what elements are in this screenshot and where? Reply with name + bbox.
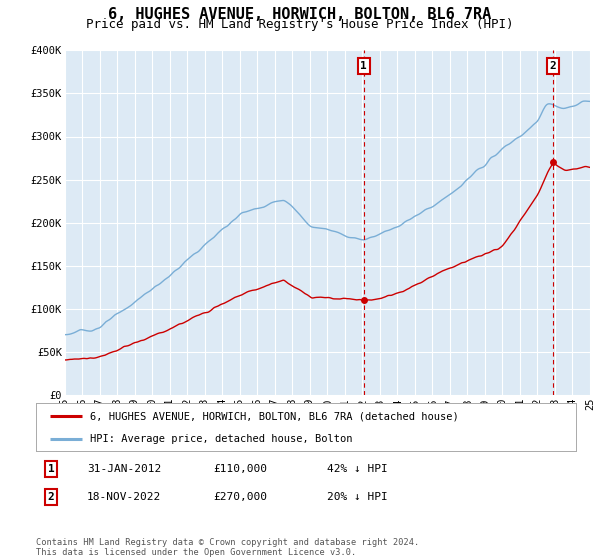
Text: £270,000: £270,000 — [213, 492, 267, 502]
Text: 6, HUGHES AVENUE, HORWICH, BOLTON, BL6 7RA (detached house): 6, HUGHES AVENUE, HORWICH, BOLTON, BL6 7… — [90, 411, 459, 421]
Text: 42% ↓ HPI: 42% ↓ HPI — [327, 464, 388, 474]
Text: 1: 1 — [47, 464, 55, 474]
Text: HPI: Average price, detached house, Bolton: HPI: Average price, detached house, Bolt… — [90, 435, 353, 445]
Text: 18-NOV-2022: 18-NOV-2022 — [87, 492, 161, 502]
Text: Contains HM Land Registry data © Crown copyright and database right 2024.
This d: Contains HM Land Registry data © Crown c… — [36, 538, 419, 557]
Text: Price paid vs. HM Land Registry's House Price Index (HPI): Price paid vs. HM Land Registry's House … — [86, 18, 514, 31]
Text: 1: 1 — [361, 60, 367, 71]
Text: 31-JAN-2012: 31-JAN-2012 — [87, 464, 161, 474]
Text: 2: 2 — [47, 492, 55, 502]
Text: £110,000: £110,000 — [213, 464, 267, 474]
Text: 20% ↓ HPI: 20% ↓ HPI — [327, 492, 388, 502]
Text: 6, HUGHES AVENUE, HORWICH, BOLTON, BL6 7RA: 6, HUGHES AVENUE, HORWICH, BOLTON, BL6 7… — [109, 7, 491, 22]
Text: 2: 2 — [550, 60, 556, 71]
